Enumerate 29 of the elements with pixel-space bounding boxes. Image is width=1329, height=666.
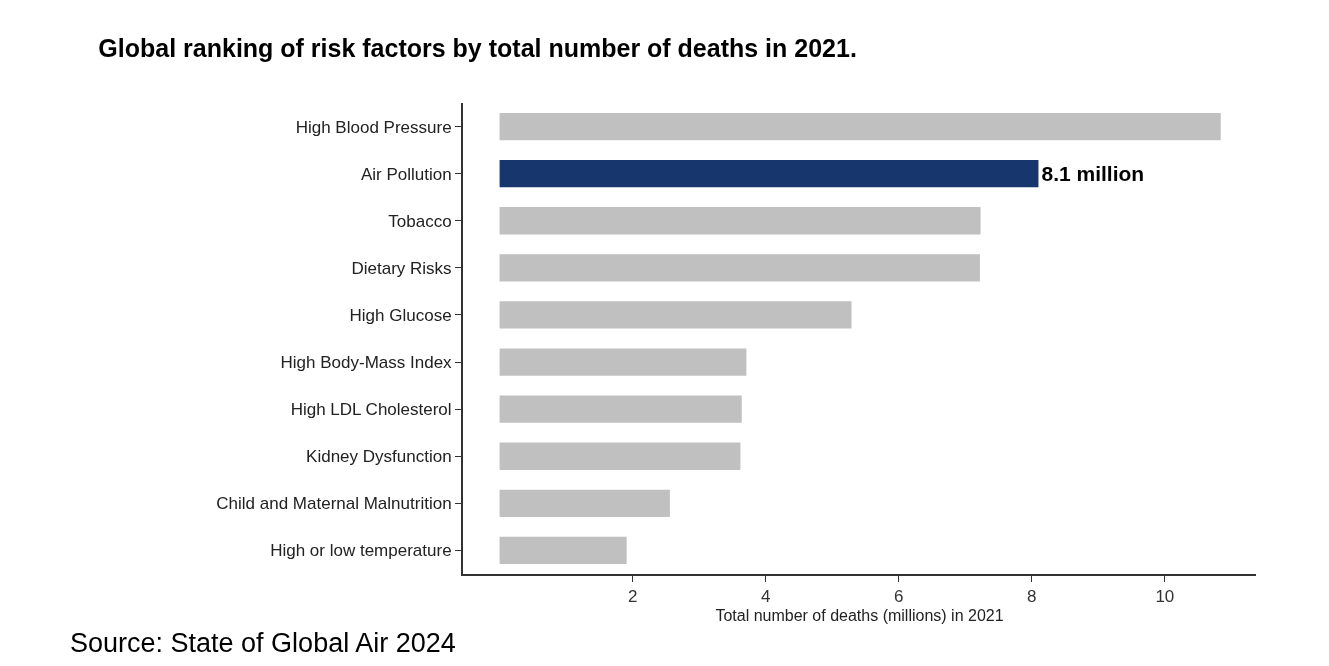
y-tick-label: Air Pollution: [360, 164, 452, 184]
bar: [499, 536, 627, 565]
y-tick-label: Kidney Dysfunction: [306, 447, 452, 467]
bar: [499, 442, 741, 470]
bar: [499, 254, 980, 282]
bar: [499, 159, 1039, 188]
data-label: 8.1 million: [1041, 162, 1145, 186]
bar: [499, 489, 670, 518]
bar: [499, 395, 742, 423]
x-axis-title: Total number of deaths (millions) in 2021: [715, 606, 1004, 624]
bar: [499, 112, 1221, 141]
bar: [499, 348, 747, 376]
y-tick-label: Child and Maternal Malnutrition: [216, 494, 452, 514]
x-tick-label: 4: [760, 587, 771, 607]
y-tick-label: High Blood Pressure: [295, 117, 452, 137]
bar: [499, 301, 852, 329]
y-tick-label: High or low temperature: [270, 541, 452, 561]
x-tick-label: 2: [627, 587, 638, 607]
y-tick-label: High Glucose: [349, 305, 452, 325]
y-tick-label: High LDL Cholesterol: [290, 400, 452, 420]
y-tick-label: Dietary Risks: [351, 258, 452, 278]
chart-title: Global ranking of risk factors by total number of deaths in 2021.: [98, 34, 857, 63]
source-note: Source: State of Global Air 2024: [70, 628, 456, 658]
x-tick-label: 10: [1155, 587, 1175, 607]
x-tick-label: 6: [894, 587, 904, 607]
y-tick-label: Tobacco: [388, 211, 452, 231]
x-tick-label: 8: [1027, 587, 1037, 607]
bar: [499, 207, 981, 235]
y-tick-label: High Body-Mass Index: [280, 353, 453, 372]
